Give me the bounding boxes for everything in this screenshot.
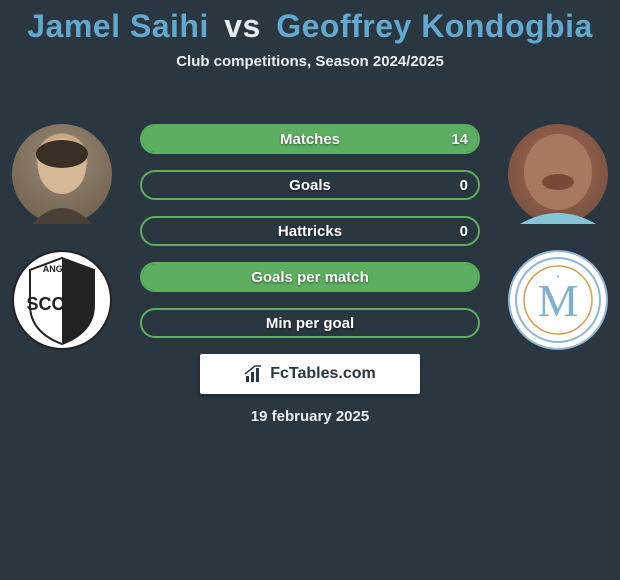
stat-right-value: 14: [451, 126, 468, 152]
player2-name: Geoffrey Kondogbia: [276, 8, 593, 44]
stat-row-mpg: Min per goal: [140, 308, 480, 338]
marseille-badge-icon: M ★: [508, 250, 608, 350]
stat-row-goals: Goals 0: [140, 170, 480, 200]
stat-label: Goals: [142, 172, 478, 198]
stat-row-gpm: Goals per match: [140, 262, 480, 292]
player1-avatar: [12, 124, 112, 224]
svg-text:M: M: [538, 275, 579, 326]
brand-badge: FcTables.com: [200, 354, 420, 394]
stat-right-value: 0: [460, 218, 468, 244]
player2-avatar: [508, 124, 608, 224]
brand-text: FcTables.com: [270, 365, 376, 383]
svg-text:ANGERS: ANGERS: [43, 264, 82, 274]
club2-badge: M ★: [508, 250, 608, 350]
player1-name: Jamel Saihi: [27, 8, 209, 44]
stat-label: Hattricks: [142, 218, 478, 244]
stat-row-hattricks: Hattricks 0: [140, 216, 480, 246]
right-column: M ★: [508, 124, 608, 350]
stat-label: Goals per match: [142, 264, 478, 290]
page-title: Jamel Saihi vs Geoffrey Kondogbia: [0, 0, 620, 45]
vs-text: vs: [224, 8, 261, 44]
comparison-card: Jamel Saihi vs Geoffrey Kondogbia Club c…: [0, 0, 620, 580]
chart-icon: [244, 364, 264, 384]
svg-text:SCO: SCO: [26, 294, 65, 314]
stat-label: Min per goal: [142, 310, 478, 336]
stat-bars: Matches 14 Goals 0 Hattricks 0 Goals per…: [140, 124, 480, 338]
stat-label: Matches: [142, 126, 478, 152]
stat-row-matches: Matches 14: [140, 124, 480, 154]
angers-badge-icon: ANGERS SCO: [12, 250, 112, 350]
subtitle: Club competitions, Season 2024/2025: [0, 53, 620, 70]
svg-text:★: ★: [556, 274, 561, 280]
face-placeholder-icon: [508, 124, 608, 224]
left-column: ANGERS SCO: [12, 124, 112, 350]
date-text: 19 february 2025: [0, 408, 620, 425]
club1-badge: ANGERS SCO: [12, 250, 112, 350]
stat-right-value: 0: [460, 172, 468, 198]
face-placeholder-icon: [12, 124, 112, 224]
